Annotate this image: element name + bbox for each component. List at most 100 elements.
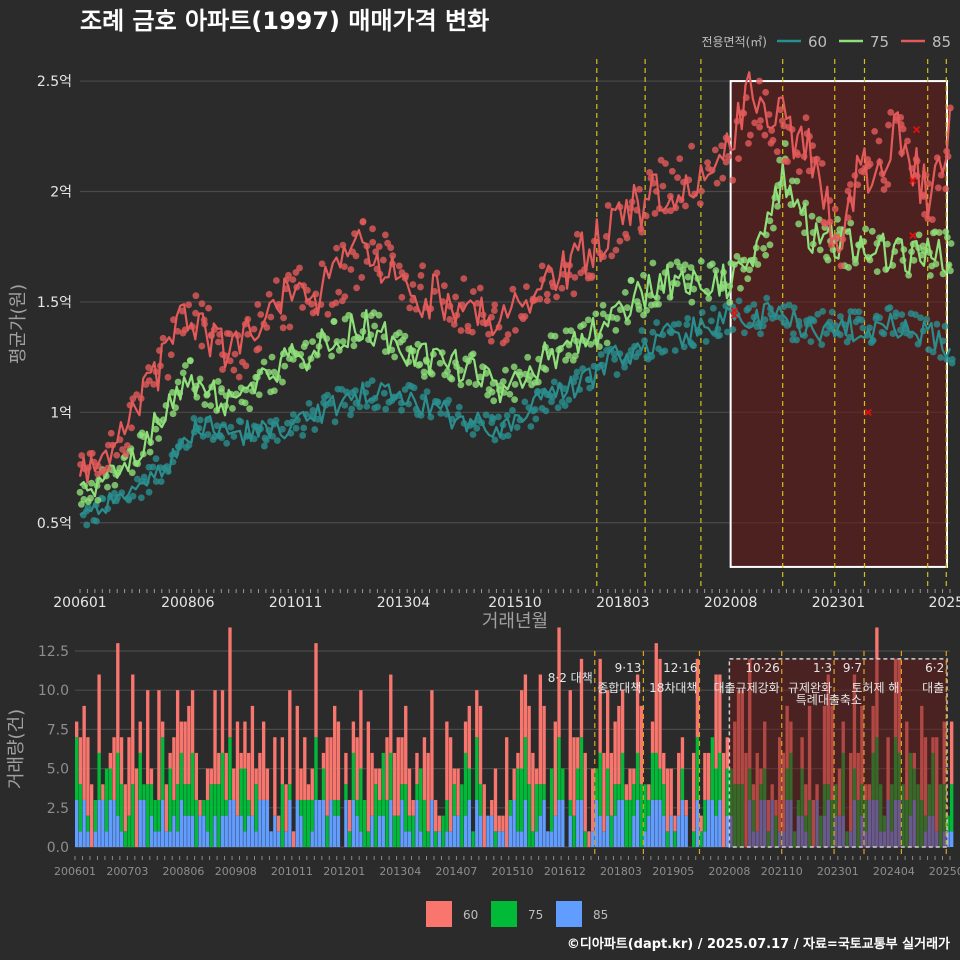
data-point <box>744 275 752 283</box>
data-point <box>846 333 854 341</box>
data-point <box>495 413 502 421</box>
bar-x-tick-label: 201803 <box>600 865 642 878</box>
volume-bar-60 <box>553 721 557 816</box>
volume-bar-85 <box>542 799 546 847</box>
event-label: 토허제 해 <box>851 681 899 695</box>
volume-bar-60 <box>452 768 457 785</box>
data-point <box>347 411 354 419</box>
volume-bar-60 <box>605 690 610 769</box>
volume-bar-60 <box>314 643 318 738</box>
data-point <box>762 88 770 96</box>
volume-bar-60 <box>579 658 584 738</box>
volume-bar-60 <box>329 737 333 800</box>
volume-bar-75 <box>542 784 546 800</box>
volume-bar-85 <box>276 831 281 847</box>
volume-bar-75 <box>475 737 479 800</box>
volume-bar-85 <box>389 799 393 847</box>
bar-x-tick-label: 20250 <box>929 865 960 878</box>
data-point <box>380 389 388 397</box>
data-point <box>818 341 826 349</box>
volume-bar-75 <box>175 784 180 832</box>
volume-bar-75 <box>617 784 621 800</box>
volume-bar-75 <box>187 784 191 816</box>
data-point <box>743 306 751 314</box>
data-point <box>237 418 245 426</box>
volume-bar-85 <box>448 831 453 847</box>
volume-bar-75 <box>157 799 161 832</box>
data-point <box>837 313 844 320</box>
volume-bar-85 <box>243 831 247 847</box>
data-point <box>794 151 802 159</box>
data-point <box>401 332 409 340</box>
data-point <box>226 330 234 338</box>
volume-bar-85 <box>568 815 572 847</box>
volume-bar-75 <box>142 784 146 800</box>
data-point <box>777 106 784 114</box>
data-point <box>273 437 281 445</box>
bar-x-tick-label: 200806 <box>162 865 204 878</box>
volume-bar-75 <box>658 768 662 800</box>
data-point <box>789 330 797 338</box>
data-point <box>379 256 387 264</box>
data-point <box>299 304 306 311</box>
volume-bar-60 <box>306 784 311 800</box>
volume-bar-85 <box>613 815 617 847</box>
volume-bar-60 <box>950 721 954 785</box>
volume-bar-60 <box>116 643 120 753</box>
volume-bar-75 <box>572 815 576 847</box>
data-point <box>828 308 836 316</box>
data-point <box>133 391 141 399</box>
data-point <box>395 329 403 337</box>
volume-bar-85 <box>419 831 423 847</box>
bar-x-tick-label: 202008 <box>708 865 750 878</box>
volume-bar-75 <box>594 768 599 800</box>
data-point <box>341 401 349 409</box>
data-point <box>642 212 650 220</box>
data-point <box>521 398 529 406</box>
volume-bar-75 <box>306 799 311 847</box>
data-point <box>457 327 465 334</box>
data-point <box>818 160 826 167</box>
volume-bar-75 <box>415 784 419 800</box>
data-point <box>242 362 250 370</box>
volume-bar-85 <box>314 799 318 847</box>
volume-bar-75 <box>639 784 643 847</box>
data-point <box>76 488 84 496</box>
series-75 <box>76 140 955 508</box>
data-point <box>513 423 521 431</box>
data-point <box>324 391 331 399</box>
volume-bar-85 <box>650 799 655 847</box>
data-point <box>718 142 726 150</box>
data-point <box>265 290 273 298</box>
data-point <box>485 386 493 393</box>
volume-bar-75 <box>179 752 184 800</box>
data-point <box>308 300 316 308</box>
data-point <box>899 125 907 133</box>
volume-bar-75 <box>310 799 314 832</box>
volume-bar-75 <box>714 768 718 816</box>
data-point <box>610 350 618 358</box>
volume-bar-60 <box>703 752 707 800</box>
data-point <box>673 280 681 288</box>
volume-bar-85 <box>718 799 722 847</box>
data-point <box>531 406 539 413</box>
volume-bar-75 <box>172 799 176 816</box>
data-point <box>231 350 239 358</box>
volume-bar-85 <box>647 815 651 847</box>
data-point <box>279 324 287 332</box>
data-point <box>358 274 366 281</box>
volume-bar-85 <box>228 799 232 847</box>
data-point <box>111 481 119 489</box>
volume-bar-85 <box>669 815 673 847</box>
volume-bar-60 <box>583 752 587 832</box>
data-point <box>113 451 121 459</box>
data-point <box>769 224 777 232</box>
data-point <box>263 324 271 331</box>
volume-bar-60 <box>78 737 83 785</box>
volume-bar-85 <box>950 831 954 847</box>
volume-bar-75 <box>946 815 950 832</box>
volume-bar-75 <box>519 768 524 832</box>
data-point <box>289 276 297 284</box>
data-point <box>482 411 490 419</box>
volume-bar-85 <box>310 831 314 847</box>
